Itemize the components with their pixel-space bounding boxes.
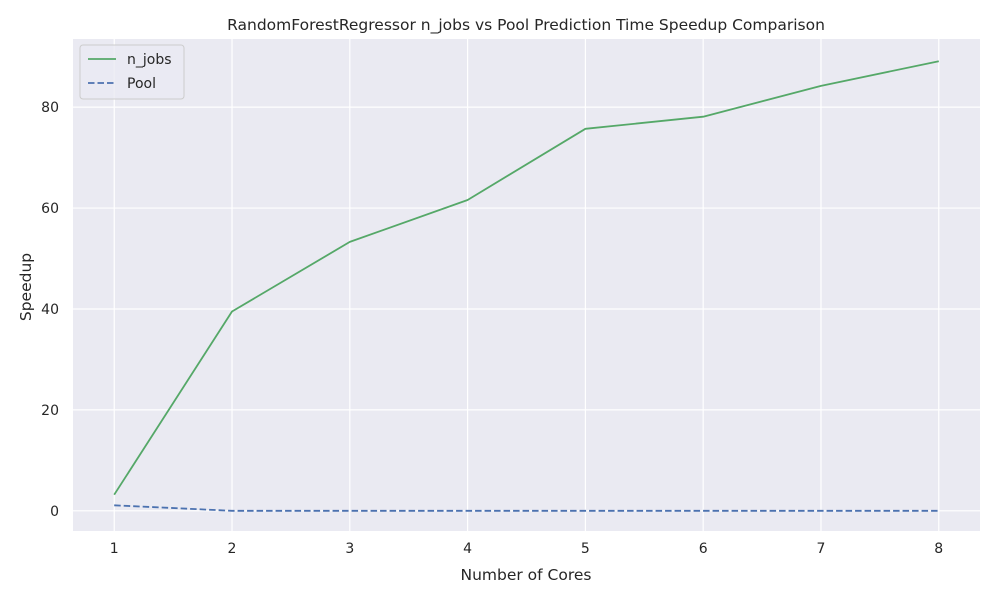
y-tick-label: 20 (41, 403, 59, 419)
y-tick-label: 60 (41, 201, 59, 217)
x-tick-label: 6 (699, 541, 708, 557)
x-tick-label: 7 (817, 541, 826, 557)
legend-label: Pool (127, 76, 156, 92)
x-axis-ticks: 1 2 3 4 5 6 7 8 (110, 541, 943, 557)
x-axis-label: Number of Cores (460, 566, 591, 584)
legend-label: n_jobs (127, 52, 172, 68)
legend: n_jobs Pool (79, 44, 185, 100)
series-line-pool (114, 504, 939, 512)
x-tick-label: 3 (345, 541, 354, 557)
y-axis-label: Speedup (17, 253, 35, 321)
x-tick-label: 1 (110, 541, 119, 557)
plot-area (73, 39, 980, 531)
x-tick-label: 4 (463, 541, 472, 557)
y-tick-label: 80 (41, 100, 59, 116)
series-line-n-jobs (113, 60, 939, 496)
y-tick-label: 40 (41, 302, 59, 318)
series-layer (113, 60, 939, 512)
x-tick-label: 2 (228, 541, 237, 557)
y-axis-ticks: 0 20 40 60 80 (41, 100, 59, 520)
x-tick-label: 8 (934, 541, 943, 557)
x-tick-label: 5 (581, 541, 590, 557)
y-tick-label: 0 (50, 504, 59, 520)
chart-title: RandomForestRegressor n_jobs vs Pool Pre… (227, 16, 825, 35)
